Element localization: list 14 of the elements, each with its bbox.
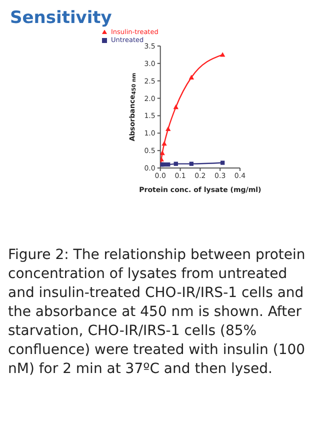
point <box>162 141 167 146</box>
point <box>174 162 178 166</box>
point <box>173 104 178 110</box>
point <box>166 126 171 132</box>
point <box>220 52 226 57</box>
point <box>220 160 225 165</box>
chart-title: Sensitivity <box>10 8 113 28</box>
point <box>162 162 166 167</box>
point <box>189 162 194 166</box>
point <box>166 162 170 167</box>
point <box>160 156 164 162</box>
point <box>188 74 194 80</box>
point <box>160 150 165 156</box>
caption: Figure 2: The relationship between protein concentration of lysates from untreated and insulin-treated CHO-IR/IRS-1 cells and the absorbance at 450 nm is shown. After starvation, CHO-IR/IRS-1 cells (85% confluence) were treated with insulin (100 nM) for 2 min at 37ºC and then lysed. <box>8 246 306 379</box>
